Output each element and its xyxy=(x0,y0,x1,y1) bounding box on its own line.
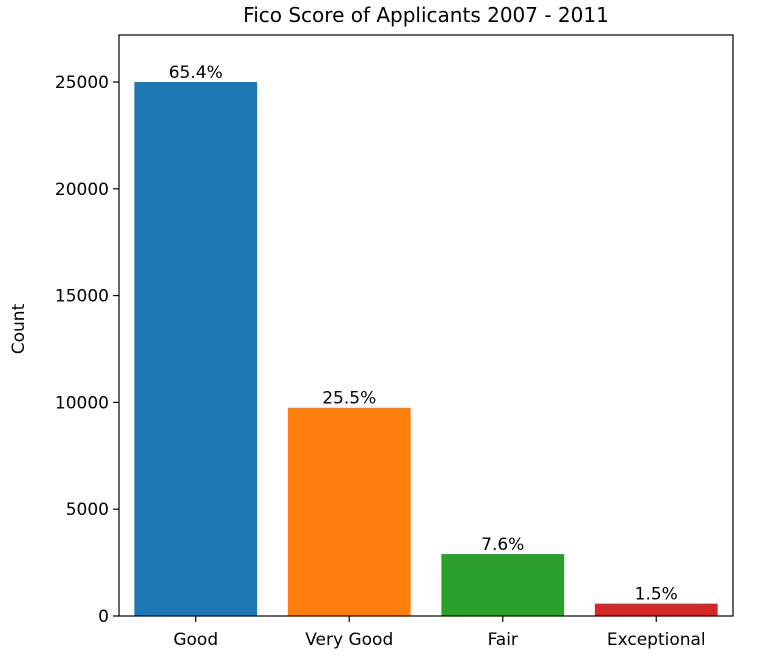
data-label-very-good: 25.5% xyxy=(322,389,376,409)
x-tick-label: Good xyxy=(173,630,218,650)
y-tick-label: 5000 xyxy=(66,500,109,520)
x-axis-ticks: Good Very Good Fair Exceptional xyxy=(173,616,706,650)
x-tick-label: Exceptional xyxy=(607,630,706,650)
data-label-good: 65.4% xyxy=(169,63,223,83)
bar-fair xyxy=(441,554,565,616)
data-label-exceptional: 1.5% xyxy=(635,585,678,605)
y-tick-label: 25000 xyxy=(55,73,109,93)
bar-exceptional xyxy=(594,603,718,616)
y-axis-label: Count xyxy=(9,303,29,354)
bars-group xyxy=(134,81,718,616)
x-tick-label: Very Good xyxy=(305,630,393,650)
data-label-fair: 7.6% xyxy=(481,535,524,555)
y-tick-label: 15000 xyxy=(55,287,109,307)
y-tick-label: 10000 xyxy=(55,393,109,413)
plot-area-frame xyxy=(118,34,734,617)
y-tick-label: 20000 xyxy=(55,180,109,200)
chart-title: Fico Score of Applicants 2007 - 2011 xyxy=(243,3,609,27)
bar-very-good xyxy=(287,407,411,616)
y-tick-label: 0 xyxy=(98,607,109,627)
data-labels-group: 65.4% 25.5% 7.6% 1.5% xyxy=(169,63,678,605)
y-axis-ticks: 0 5000 10000 15000 20000 25000 xyxy=(55,73,119,627)
x-tick-label: Fair xyxy=(488,630,518,650)
bar-good xyxy=(134,81,258,616)
